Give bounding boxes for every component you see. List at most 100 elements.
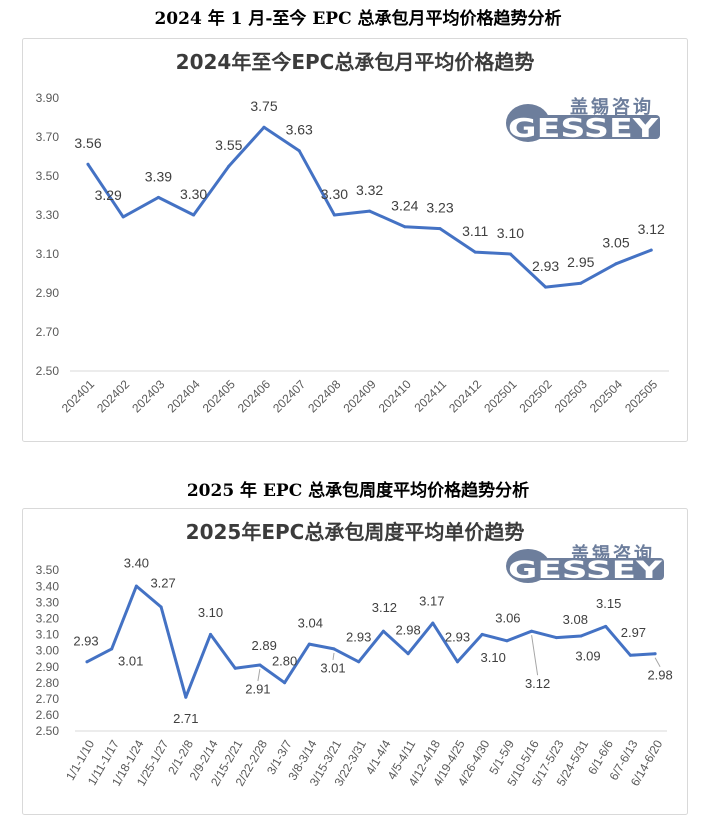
data-label: 3.24	[391, 198, 418, 214]
data-point	[438, 227, 442, 231]
data-point	[209, 632, 212, 636]
y-tick-label: 2.60	[36, 708, 60, 722]
data-label: 3.01	[320, 660, 345, 675]
data-label: 3.04	[298, 616, 323, 631]
series-line	[85, 584, 657, 699]
data-label: 3.12	[372, 600, 397, 615]
data-points	[85, 584, 657, 699]
data-label: 3.30	[180, 186, 207, 202]
data-label: 3.75	[250, 98, 277, 114]
gessey-logo: 盖锡咨询 GESSEY	[506, 96, 660, 144]
data-point	[505, 639, 509, 643]
data-point	[653, 652, 657, 656]
section-caption-monthly: 2024 年 1 月-至今 EPC 总承包月平均价格趋势分析	[154, 8, 561, 29]
data-label: 3.27	[150, 576, 175, 591]
data-label: 3.10	[198, 605, 223, 620]
data-label-leader-line	[257, 668, 261, 682]
data-label: 3.12	[525, 676, 550, 691]
data-point	[227, 164, 231, 168]
y-tick-label: 3.30	[36, 595, 60, 609]
data-point	[368, 209, 372, 213]
data-point	[110, 647, 114, 651]
data-point	[508, 252, 512, 256]
y-tick-label: 3.50	[36, 169, 60, 183]
data-point	[283, 681, 287, 685]
data-label: 2.93	[73, 633, 98, 648]
data-label: 3.11	[462, 223, 488, 239]
y-tick-label: 3.40	[36, 579, 60, 593]
data-point	[628, 653, 632, 657]
data-point	[357, 660, 361, 664]
section-caption-weekly: 2025 年 EPC 总承包周度平均价格趋势分析	[187, 480, 529, 501]
y-tick-label: 3.90	[36, 91, 60, 105]
data-point	[192, 213, 196, 217]
logo-text-cn: 盖锡咨询	[570, 96, 654, 118]
data-point	[604, 624, 608, 628]
data-label: 3.08	[563, 612, 588, 627]
data-point	[554, 636, 558, 640]
data-point	[233, 666, 237, 670]
y-tick-label: 3.50	[36, 563, 60, 577]
data-point	[480, 632, 484, 636]
data-point	[473, 250, 477, 254]
logo-text-en: GESSEY	[508, 114, 660, 144]
data-label: 3.30	[321, 186, 348, 202]
data-point	[332, 213, 336, 217]
data-point	[307, 642, 311, 646]
data-label: 3.10	[497, 225, 524, 241]
data-labels: 2.93 3.01 3.403.27 2.71 3.10 2.89 2.912.80 3.04…	[73, 556, 672, 726]
data-point	[579, 634, 583, 638]
data-label: 2.97	[621, 625, 646, 640]
data-point	[456, 660, 459, 664]
data-label: 3.56	[74, 135, 101, 151]
y-axis: 2.50 2.60 2.70 2.80 2.90 3.00 3.10 3.20 3.30 3.40…	[36, 563, 60, 738]
data-point	[614, 262, 618, 266]
monthly-price-chart: 2024年至今EPC总承包月平均价格趋势 盖锡咨询 GESSEY 2.50 2.7…	[22, 38, 688, 442]
data-point	[297, 149, 301, 153]
data-point	[332, 647, 336, 651]
y-tick-label: 2.50	[36, 724, 60, 738]
y-tick-label: 2.90	[36, 660, 60, 674]
y-tick-label: 3.20	[36, 612, 60, 626]
gessey-logo: 盖锡咨询 GESSEY	[506, 543, 664, 584]
logo-band	[530, 558, 664, 580]
data-label: 3.10	[481, 650, 506, 665]
data-label: 3.09	[575, 649, 600, 664]
weekly-price-chart: 2025年EPC总承包周度平均单价趋势 盖锡咨询 GESSEY 2.50 2.60…	[22, 508, 688, 815]
y-tick-label: 2.70	[36, 692, 60, 706]
data-label: 2.80	[272, 653, 297, 668]
data-label: 2.93	[346, 629, 371, 644]
logo-band	[530, 115, 660, 139]
data-point	[86, 162, 90, 166]
data-label: 2.98	[395, 622, 420, 637]
data-point	[406, 652, 410, 656]
y-tick-label: 3.70	[36, 130, 60, 144]
data-label: 3.12	[638, 221, 665, 237]
data-label-leader-line	[332, 652, 335, 660]
data-label: 3.05	[602, 235, 629, 251]
y-tick-label: 3.00	[36, 644, 60, 658]
data-label: 3.06	[495, 610, 520, 625]
data-label: 2.95	[567, 254, 594, 270]
data-point	[431, 621, 435, 625]
data-label: 3.32	[356, 182, 383, 198]
y-tick-label: 2.90	[36, 286, 60, 300]
chart-title: 2025年EPC总承包周度平均单价趋势	[186, 520, 525, 544]
data-label: 3.63	[286, 122, 313, 138]
data-label: 3.01	[118, 653, 143, 668]
data-label: 3.17	[419, 594, 444, 609]
data-point	[579, 281, 583, 285]
data-labels: 3.56 3.29 3.39 3.30 3.55 3.75 3.63 3.30 3.32 3.24…	[74, 98, 665, 274]
data-point	[262, 125, 266, 129]
data-point	[85, 660, 89, 664]
data-label: 2.98	[647, 667, 672, 682]
data-label: 3.23	[426, 200, 453, 216]
data-label: 2.91	[245, 682, 270, 697]
chart-title: 2024年至今EPC总承包月平均价格趋势	[176, 50, 535, 74]
data-label: 2.71	[173, 711, 198, 726]
data-label: 2.93	[445, 629, 470, 644]
data-label-leader-line	[654, 657, 661, 667]
data-point	[184, 695, 188, 699]
data-label: 3.55	[215, 137, 242, 153]
data-point	[258, 663, 262, 667]
